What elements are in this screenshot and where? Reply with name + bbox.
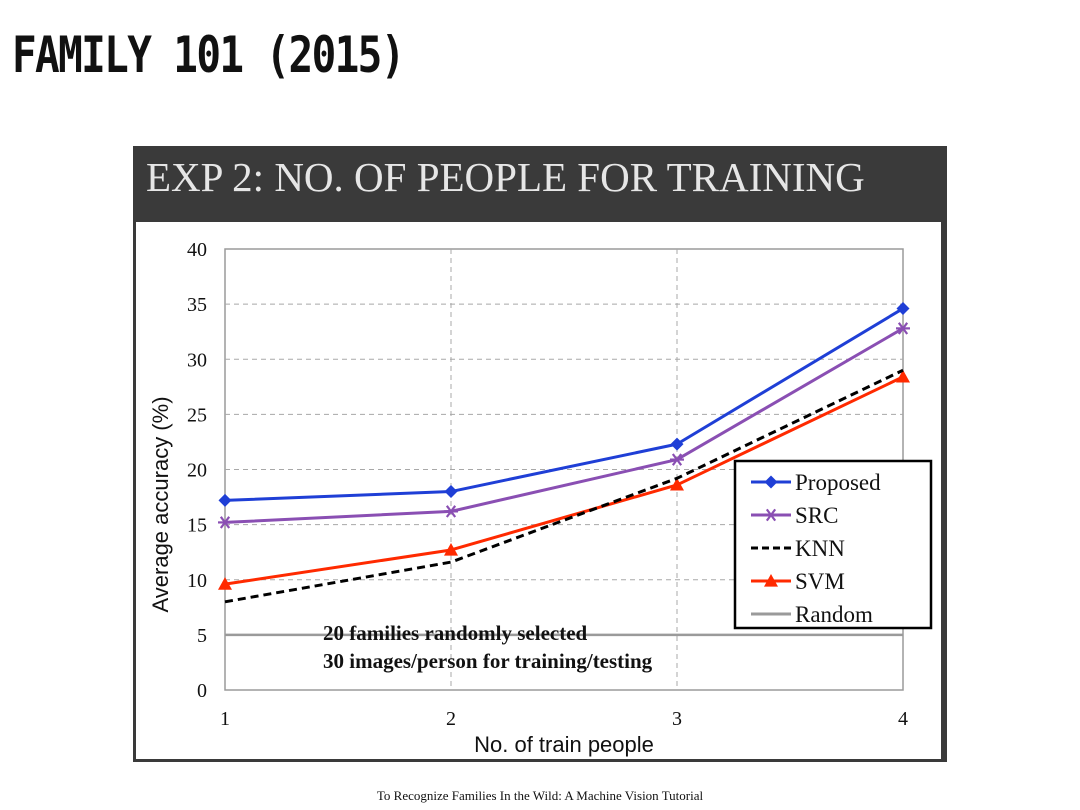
data-point-proposed (896, 302, 910, 316)
data-point-src (444, 505, 458, 518)
data-point-proposed (670, 437, 684, 451)
line-chart: 0 5 10 15 20 25 30 35 40 1 2 3 4 No. of train people A… (148, 239, 933, 757)
data-point-src (218, 516, 232, 529)
data-point-svm (218, 577, 232, 590)
x-axis-label: No. of train people (474, 732, 654, 757)
data-point-proposed (218, 493, 232, 507)
legend-marker-svm (764, 574, 778, 587)
panel-title: EXP 2: NO. OF PEOPLE FOR TRAINING (146, 154, 865, 200)
data-point-svm (444, 542, 458, 556)
legend-label-knn: KNN (795, 536, 845, 561)
data-point-svm (896, 369, 910, 383)
data-point-proposed (444, 485, 458, 499)
legend-label-random: Random (795, 602, 873, 627)
legend-label-src: SRC (795, 503, 838, 528)
legend-label-svm: SVM (795, 569, 845, 594)
data-point-src (670, 453, 684, 466)
y-tick-label: 5 (197, 625, 207, 647)
legend-label-proposed: Proposed (795, 470, 881, 495)
y-tick-label: 25 (187, 404, 207, 426)
y-tick-label: 35 (187, 294, 207, 316)
chart-annotation: 30 images/person for training/testing (323, 649, 653, 673)
legend-marker-proposed (764, 475, 778, 489)
y-tick-label: 20 (187, 460, 207, 482)
x-tick-label: 2 (446, 708, 456, 730)
slide-title: FAMILY 101 (2015) (12, 26, 405, 84)
y-tick-label: 10 (187, 570, 207, 592)
legend-marker-src (764, 508, 778, 522)
series-line-proposed (224, 307, 904, 502)
panel-header: EXP 2: NO. OF PEOPLE FOR TRAINING (133, 146, 947, 222)
y-axis-label: Average accuracy (%) (148, 396, 173, 612)
data-point-svm (670, 477, 684, 491)
chart-panel: EXP 2: NO. OF PEOPLE FOR TRAINING 0 5 10 15… (133, 146, 947, 762)
series-line-src (224, 327, 904, 524)
y-tick-label: 30 (187, 349, 207, 371)
y-tick-label: 40 (187, 239, 207, 261)
y-tick-label: 15 (187, 515, 207, 537)
slide-footer: To Recognize Families In the Wild: A Mac… (376, 788, 704, 803)
y-tick-label: 0 (197, 680, 207, 702)
chart-legend (733, 459, 933, 630)
data-point-src (896, 322, 910, 335)
x-tick-label: 4 (898, 708, 908, 730)
series-line-svm (224, 375, 904, 586)
x-tick-label: 1 (220, 708, 230, 730)
x-tick-label: 3 (672, 708, 682, 730)
chart-area: 0 5 10 15 20 25 30 35 40 1 2 3 4 No. of train people A… (136, 222, 941, 759)
chart-annotation: 20 families randomly selected (323, 621, 588, 645)
